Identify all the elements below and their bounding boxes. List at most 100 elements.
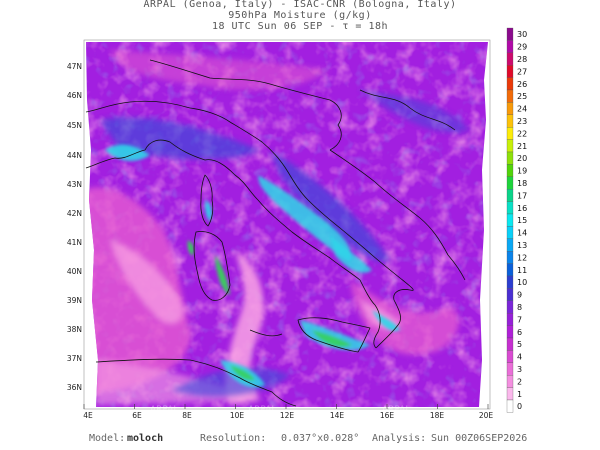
lat-label: 45N (67, 121, 82, 130)
colorbar-swatch (506, 350, 514, 363)
po-valley-blue (100, 117, 260, 160)
eastern-border (359, 89, 456, 131)
producer-line: ARPAL (Genoa, Italy) - ISAC-CNR (Bologna… (143, 0, 457, 10)
colorbar-swatch (506, 288, 514, 301)
colorbar-swatch (506, 52, 514, 66)
resolution-value: 0.037°x0.028° (281, 433, 360, 444)
colorbar-swatch (506, 89, 514, 103)
small-islands (249, 329, 283, 337)
colorbar-swatch (506, 102, 514, 115)
lat-label: 41N (67, 238, 82, 247)
apennine-blue (270, 150, 390, 262)
lat-label: 44N (67, 151, 82, 160)
colorbar-label: 13 (517, 241, 527, 250)
colorbar-label: 25 (517, 92, 527, 101)
colorbar-label: 29 (517, 43, 527, 52)
tunisia-green (230, 365, 255, 381)
colorbar-swatch (506, 387, 514, 401)
colorbar-swatch (506, 151, 514, 165)
lon-label: 4E (83, 411, 93, 420)
italy-west-coast (85, 139, 381, 349)
colorbar-label: 1 (517, 390, 522, 399)
colorbar-swatch (506, 201, 514, 215)
campania-cyan (330, 235, 372, 273)
colorbar-swatch (506, 313, 514, 326)
lon-label: 20E (479, 411, 494, 420)
colorbar-swatch (506, 176, 514, 190)
lon-label: 6E (132, 411, 142, 420)
colorbar-label: 19 (517, 167, 527, 176)
colorbar-label: 21 (517, 142, 527, 151)
colorbar-swatch (506, 139, 514, 153)
lat-label: 38N (67, 325, 82, 334)
central-italy-cyan (258, 175, 352, 262)
model-value: moloch (127, 433, 164, 444)
colorbar-swatch (506, 226, 514, 239)
watermarks: ARPAL ARPAL ARPAL (150, 405, 410, 415)
colorbar-label: 14 (517, 229, 527, 238)
colorbar-swatch (506, 325, 514, 339)
colorbar-label: 15 (517, 216, 527, 225)
colorbar-label: 18 (517, 179, 527, 188)
colorbar-swatch (506, 164, 514, 177)
moisture-streaks (105, 144, 400, 388)
analysis-value: Sun 00Z06SEP2026 (431, 433, 528, 444)
west-plume (110, 240, 184, 324)
model-label: Model: (89, 433, 126, 444)
colorbar-swatch (506, 300, 514, 314)
lat-label: 37N (67, 354, 82, 363)
colorbar-label: 4 (517, 353, 522, 362)
colorbar-swatch (506, 362, 514, 376)
coastlines (85, 59, 466, 407)
lon-label: 8E (182, 411, 192, 420)
colorbar-swatch (506, 114, 514, 128)
watermark-text: ARPAL (150, 405, 178, 415)
colorbar: 3029282726252423222120191817161514131211… (506, 27, 527, 413)
colorbar-label: 27 (517, 67, 527, 76)
sicily-cyan (300, 320, 370, 351)
colorbar-swatch (506, 127, 514, 140)
sardinia-green (215, 255, 230, 295)
lon-label: 12E (280, 411, 295, 420)
colorbar-label: 30 (517, 30, 527, 39)
colorbar-label: 5 (517, 340, 522, 349)
corsica-coast (200, 174, 214, 227)
lon-label: 10E (230, 411, 245, 420)
longitude-labels: 4E 6E 8E 10E 12E 14E 16E 18E 20E (83, 411, 493, 420)
calabria-cyan (372, 310, 400, 331)
lat-label: 46N (67, 91, 82, 100)
ionian-pink (350, 280, 459, 355)
colorbar-swatch (506, 251, 514, 264)
colorbar-label: 22 (517, 129, 527, 138)
colorbar-swatch (506, 375, 514, 388)
colorbar-swatch (506, 399, 514, 413)
plot-frame (83, 39, 491, 410)
alps-border (85, 100, 191, 113)
colorbar-label: 3 (517, 365, 522, 374)
lon-label: 14E (330, 411, 345, 420)
lon-label: 18E (430, 411, 445, 420)
axis-ticks (83, 404, 489, 409)
colorbar-label: 26 (517, 80, 527, 89)
corsica-cyan (205, 200, 213, 222)
colorbar-label: 17 (517, 191, 527, 200)
colorbar-swatch (506, 275, 514, 289)
colorbar-label: 11 (517, 266, 527, 275)
colorbar-label: 6 (517, 328, 522, 337)
colorbar-label: 20 (517, 154, 527, 163)
ligurian-cyan (105, 144, 150, 162)
colorbar-swatch (506, 65, 514, 78)
lat-label: 47N (67, 62, 82, 71)
lon-label: 16E (380, 411, 395, 420)
colorbar-label: 28 (517, 55, 527, 64)
colorbar-swatch (506, 213, 514, 227)
analysis-label: Analysis: (372, 433, 427, 444)
balkan-coast (329, 149, 466, 281)
colorbar-label: 12 (517, 253, 527, 262)
lat-label: 43N (67, 180, 82, 189)
moisture-map: 47N 46N 45N 44N 43N 42N 41N 40N 39N 38N … (67, 27, 527, 420)
colorbar-swatch (506, 40, 514, 53)
colorbar-label: 0 (517, 402, 522, 411)
colorbar-swatch (506, 337, 514, 351)
field-title: 950hPa Moisture (g/kg) (228, 10, 372, 21)
